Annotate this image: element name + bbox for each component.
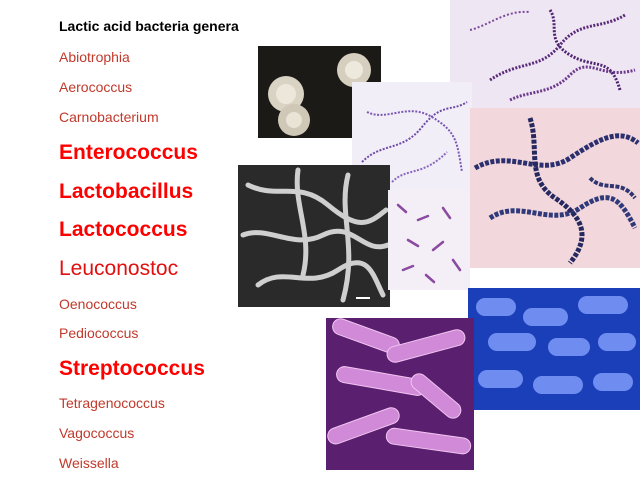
genus-item: Lactococcus — [59, 218, 188, 241]
micrograph-purple-rods — [326, 318, 474, 470]
genus-item: Vagococcus — [59, 425, 135, 441]
genus-item: Tetragenococcus — [59, 395, 165, 411]
genus-item: Oenococcus — [59, 296, 137, 312]
genus-item: Abiotrophia — [59, 49, 130, 65]
micrograph-sem-grey — [238, 165, 390, 307]
genus-item: Leuconostoc — [59, 257, 179, 280]
genus-item: Carnobacterium — [59, 109, 159, 125]
micrograph-blue-rods — [468, 288, 640, 410]
genus-item: Weissella — [59, 455, 119, 471]
slide-title: Lactic acid bacteria genera — [59, 18, 239, 34]
genus-item: Streptococcus — [59, 357, 205, 380]
genus-item: Aerococcus — [59, 79, 133, 95]
micrograph-rods-stain — [388, 190, 470, 290]
genus-item: Enterococcus — [59, 141, 198, 164]
genus-item: Lactobacillus — [59, 180, 194, 203]
micrograph-chains-pink — [470, 108, 640, 268]
genus-item: Pediococcus — [59, 325, 139, 341]
micrograph-chains-top — [450, 0, 640, 110]
